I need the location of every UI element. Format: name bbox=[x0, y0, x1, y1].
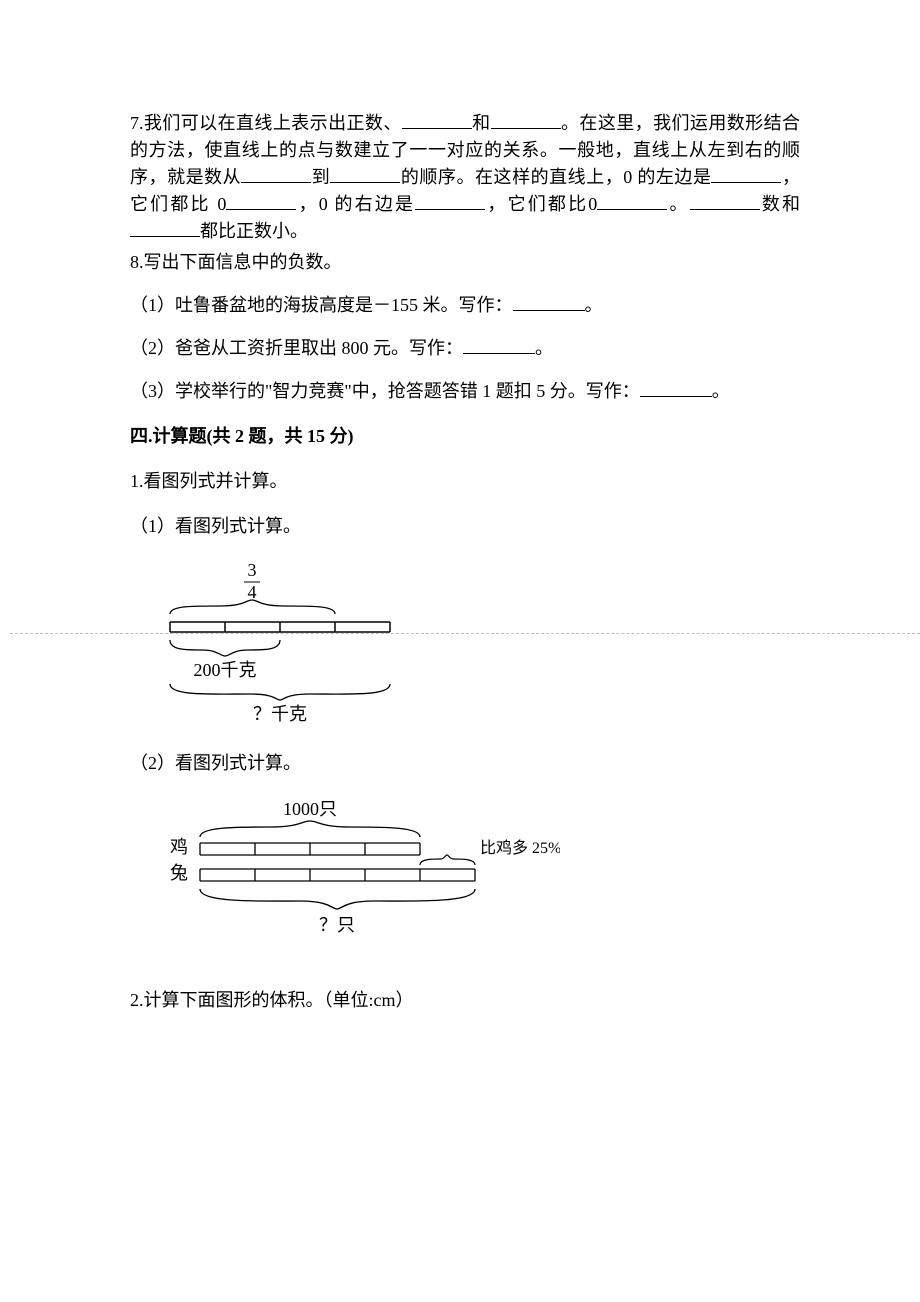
q7-text: ，它们都比0 bbox=[485, 194, 597, 214]
question-8-title: 8.写出下面信息中的负数。 bbox=[130, 249, 800, 276]
q7-text: 和 bbox=[472, 113, 491, 133]
label-extra-25: 比鸡多 25% bbox=[480, 839, 560, 857]
fraction-denominator: 4 bbox=[248, 582, 257, 602]
q8-item-suffix: 。 bbox=[535, 338, 553, 358]
fraction-numerator: 3 bbox=[248, 560, 257, 580]
blank bbox=[640, 378, 712, 397]
label-1000: 1000只 bbox=[283, 799, 337, 819]
q7-text: ，0 的右边是 bbox=[296, 194, 415, 214]
question-8-item-1: （1）吐鲁番盆地的海拔高度是－155 米。写作： 。 bbox=[130, 292, 800, 319]
label-question-count: ？只 bbox=[319, 915, 355, 935]
blank bbox=[513, 292, 585, 311]
blank bbox=[330, 164, 400, 183]
label-chicken: 鸡 bbox=[170, 837, 188, 857]
label-rabbit: 兔 bbox=[170, 863, 188, 883]
brace-mid bbox=[170, 640, 280, 656]
blank bbox=[415, 191, 485, 210]
figure-2: 1000只 鸡 兔 比鸡多 25% bbox=[140, 797, 800, 967]
q7-text: 。 bbox=[667, 194, 689, 214]
brace-top bbox=[170, 600, 335, 614]
blank bbox=[491, 110, 561, 129]
segment-bar bbox=[170, 622, 390, 632]
q7-text: 到 bbox=[311, 167, 330, 187]
problem-1-sub1: （1）看图列式计算。 bbox=[130, 513, 800, 540]
label-question-kg: ？千克 bbox=[253, 704, 307, 724]
problem-2-title: 2.计算下面图形的体积。（单位:cm） bbox=[130, 987, 800, 1014]
blank bbox=[463, 335, 535, 354]
figure-2-svg: 1000只 鸡 兔 比鸡多 25% bbox=[140, 797, 560, 967]
q8-item-label: （1）吐鲁番盆地的海拔高度是－155 米。写作： bbox=[130, 295, 513, 315]
q7-text: 7.我们可以在直线上表示出正数、 bbox=[130, 113, 402, 133]
blank bbox=[241, 164, 311, 183]
question-7: 7.我们可以在直线上表示出正数、和。在这里，我们运用数形结合的方法，使直线上的点… bbox=[130, 110, 800, 245]
brace-top-2 bbox=[200, 821, 420, 837]
q7-text: 都比正数小。 bbox=[200, 221, 308, 241]
blank bbox=[130, 218, 200, 237]
blank bbox=[402, 110, 472, 129]
label-200kg: 200千克 bbox=[194, 660, 257, 680]
question-8-item-2: （2）爸爸从工资折里取出 800 元。写作： 。 bbox=[130, 335, 800, 362]
blank bbox=[711, 164, 781, 183]
question-8-item-3: （3）学校举行的"智力竞赛"中，抢答题答错 1 题扣 5 分。写作： 。 bbox=[130, 378, 800, 405]
q8-item-suffix: 。 bbox=[712, 381, 730, 401]
problem-1-title: 1.看图列式并计算。 bbox=[130, 468, 800, 495]
q8-item-label: （3）学校举行的"智力竞赛"中，抢答题答错 1 题扣 5 分。写作： bbox=[130, 381, 640, 401]
chicken-bar bbox=[200, 843, 420, 855]
q7-text: 数和 bbox=[760, 194, 800, 214]
q8-item-label: （2）爸爸从工资折里取出 800 元。写作： bbox=[130, 338, 463, 358]
rabbit-bar bbox=[200, 869, 475, 881]
q8-item-suffix: 。 bbox=[585, 295, 603, 315]
blank bbox=[226, 191, 296, 210]
page-dashed-rule bbox=[10, 633, 920, 634]
problem-1-sub2: （2）看图列式计算。 bbox=[130, 750, 800, 777]
blank bbox=[690, 191, 760, 210]
brace-bottom bbox=[170, 684, 390, 700]
blank bbox=[597, 191, 667, 210]
q7-text: 的顺序。在这样的直线上，0 的左边是 bbox=[400, 167, 711, 187]
brace-bottom-2 bbox=[200, 889, 475, 909]
brace-extra bbox=[420, 855, 475, 865]
figure-1-svg: 3 4 200千克 ？千克 bbox=[140, 560, 440, 730]
figure-1: 3 4 200千克 ？千克 bbox=[140, 560, 800, 730]
section-4-title: 四.计算题(共 2 题，共 15 分) bbox=[130, 423, 800, 450]
